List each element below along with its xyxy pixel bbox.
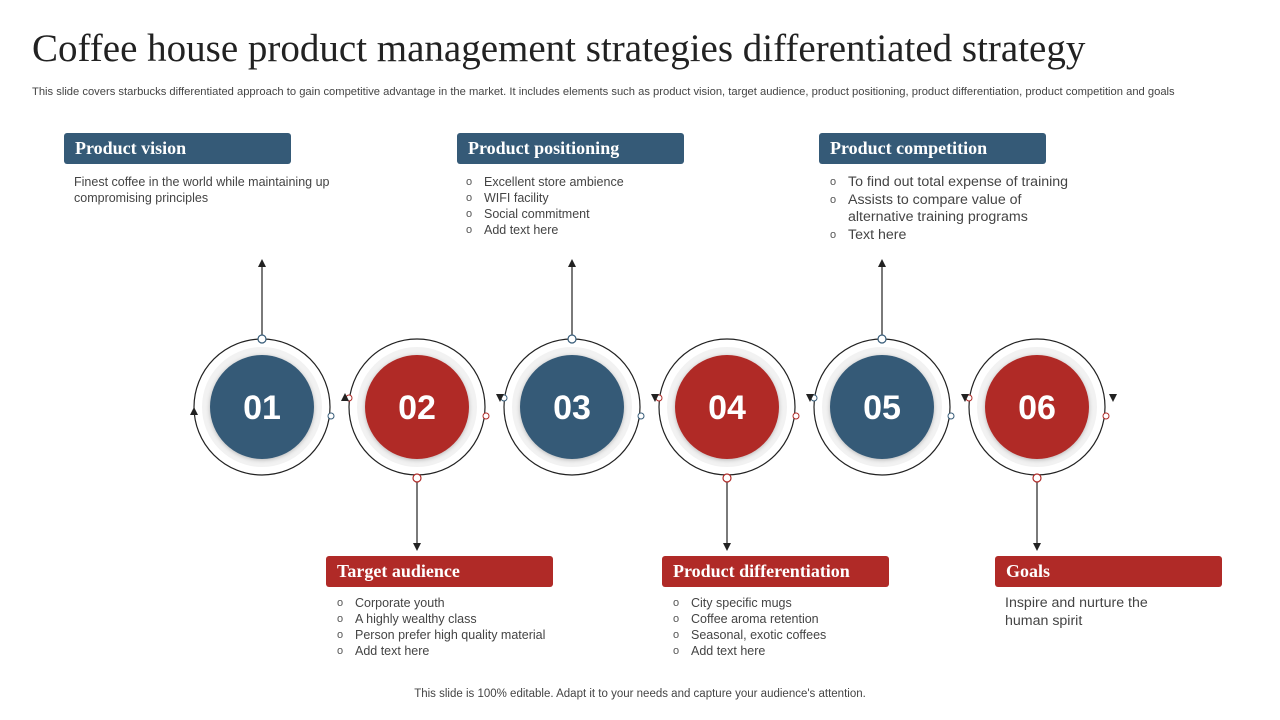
connector-dot — [877, 334, 887, 344]
header-target-audience: Target audience — [326, 556, 553, 587]
step-number: 06 — [1018, 389, 1056, 427]
connector-dot — [412, 473, 422, 483]
goals-description: Inspire and nurture the human spirit — [1005, 595, 1148, 629]
ring-arrowhead — [190, 407, 198, 415]
step-02: 02 — [341, 338, 490, 551]
step-circle — [365, 355, 469, 459]
step-circle — [985, 355, 1089, 459]
list-item: Coffee aroma retention — [673, 611, 933, 627]
ring-arrowhead — [1109, 394, 1117, 402]
page-title: Coffee house product management strategi… — [32, 27, 1086, 70]
ring-dot — [637, 412, 645, 420]
header-product-differentiation: Product differentiation — [662, 556, 889, 587]
header-goals: Goals — [995, 556, 1222, 587]
list-item: Assists to compare value of alternative … — [830, 192, 1090, 227]
step-05: 05 — [806, 259, 955, 476]
connector-dot — [1032, 473, 1042, 483]
step-06: 06 — [961, 338, 1117, 551]
list-item: Text here — [830, 227, 1090, 245]
connector-dot — [567, 334, 577, 344]
ring-dot — [792, 412, 800, 420]
step-number: 04 — [708, 389, 746, 427]
list-item: Seasonal, exotic coffees — [673, 627, 933, 643]
ring-arrowhead — [806, 394, 814, 402]
list-item: Add text here — [466, 222, 726, 238]
ring-dot — [947, 412, 955, 420]
step-04: 04 — [651, 338, 800, 551]
step-circle — [520, 355, 624, 459]
list-item: Add text here — [673, 643, 933, 659]
step-circle — [830, 355, 934, 459]
connector-dot — [257, 334, 267, 344]
header-product-competition: Product competition — [819, 133, 1046, 164]
ring-arrowhead — [961, 394, 969, 402]
step-number: 05 — [863, 389, 901, 427]
list-item: Corporate youth — [337, 595, 597, 611]
step-03: 03 — [496, 259, 645, 476]
step-number: 02 — [398, 389, 436, 427]
list-item: City specific mugs — [673, 595, 933, 611]
list-item: A highly wealthy class — [337, 611, 597, 627]
ring-arrowhead — [651, 394, 659, 402]
step-number: 03 — [553, 389, 591, 427]
ring-dot — [327, 412, 335, 420]
header-product-vision: Product vision — [64, 133, 291, 164]
ring-dot — [482, 412, 490, 420]
ring-dot — [1102, 412, 1110, 420]
product-positioning-list: Excellent store ambience WIFI facility S… — [466, 174, 726, 238]
ring-arrowhead — [341, 393, 349, 401]
product-vision-description: Finest coffee in the world while maintai… — [74, 175, 330, 205]
list-item: Social commitment — [466, 206, 726, 222]
step-circle — [675, 355, 779, 459]
product-competition-list: To find out total expense of training As… — [830, 174, 1090, 244]
connector-dot — [722, 473, 732, 483]
page-subtitle: This slide covers starbucks differentiat… — [32, 86, 1175, 98]
step-number: 01 — [243, 389, 281, 427]
list-item: WIFI facility — [466, 190, 726, 206]
step-01: 01 — [190, 259, 335, 476]
list-item: To find out total expense of training — [830, 174, 1090, 192]
product-differentiation-list: City specific mugs Coffee aroma retentio… — [673, 595, 933, 659]
list-item: Person prefer high quality material — [337, 627, 597, 643]
header-product-positioning: Product positioning — [457, 133, 684, 164]
target-audience-list: Corporate youth A highly wealthy class P… — [337, 595, 597, 659]
footer-note: This slide is 100% editable. Adapt it to… — [414, 688, 866, 700]
list-item: Add text here — [337, 643, 597, 659]
list-item: Excellent store ambience — [466, 174, 726, 190]
ring-arrowhead — [496, 394, 504, 402]
step-circle — [210, 355, 314, 459]
